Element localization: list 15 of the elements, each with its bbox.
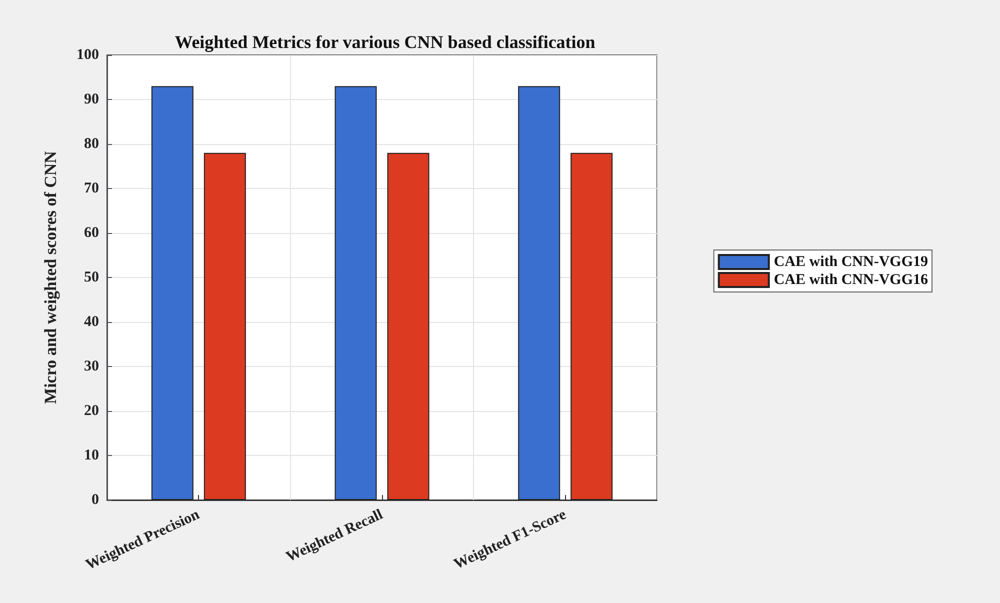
y-tick-label: 90 [84,92,99,108]
legend-label: CAE with CNN-VGG16 [774,272,928,288]
y-tick-label: 100 [76,47,99,63]
y-tick-label: 10 [84,448,99,464]
y-axis-title: Micro and weighted scores of CNN [41,150,60,404]
y-tick-label: 30 [84,358,99,374]
legend-label: CAE with CNN-VGG19 [774,254,928,270]
chart-title: Weighted Metrics for various CNN based classification [174,32,596,52]
y-tick-label: 60 [84,225,99,241]
y-tick-label: 80 [84,136,99,152]
y-tick-label: 0 [92,492,99,508]
y-tick-label: 40 [84,314,99,330]
y-tick-label: 50 [84,270,99,286]
y-tick-label: 20 [84,403,99,419]
y-tick-label: 70 [84,180,99,196]
